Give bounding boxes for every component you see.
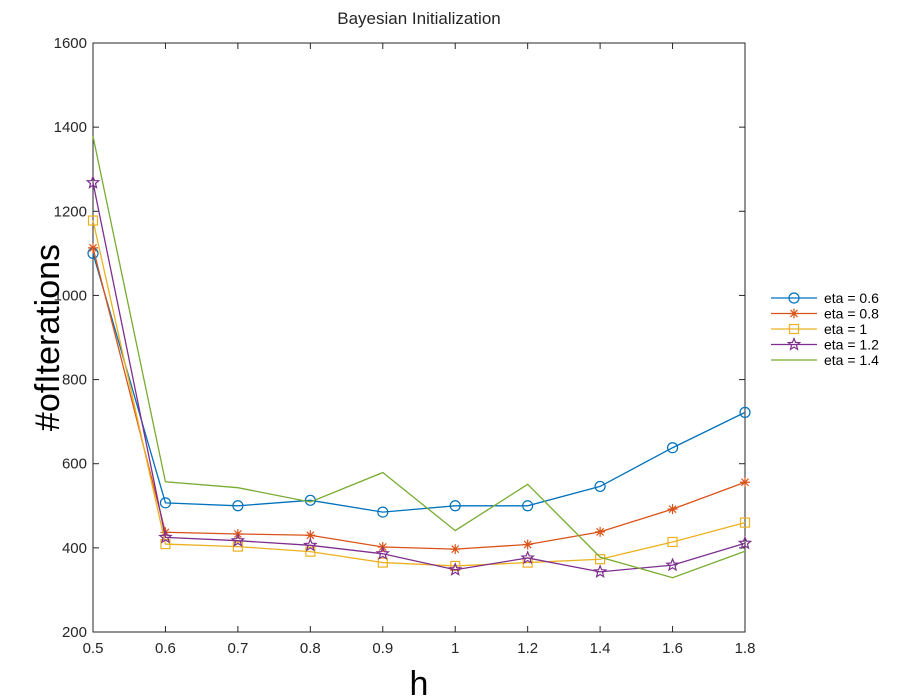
data-point [303,537,318,552]
x-axis: 0.5 0.6 0.7 0.8 0.9 1 1.2 1.4 1.6 1.8 [83,43,756,657]
x-tick-label: 1.2 [517,640,538,657]
data-point [666,442,679,454]
data-point [667,536,678,548]
data-point [665,557,680,572]
series [85,175,753,579]
legend-label: eta = 1.2 [824,337,879,353]
data-point [87,215,99,226]
y-tick-label: 800 [62,372,87,389]
data-point [788,292,800,304]
data-point [232,541,243,552]
x-tick-label: 1.8 [735,640,756,657]
data-point [377,557,388,568]
data-point [450,544,461,555]
data-point [230,533,246,547]
plot-area [92,42,746,633]
x-tick-label: 1.6 [662,640,683,657]
x-tick-label: 1 [451,640,459,657]
series-line [92,220,746,567]
data-point [88,242,98,253]
y-tick-label: 400 [62,540,87,557]
series-line [92,182,746,573]
legend-item: eta = 0.6 [771,290,879,306]
data-point [595,554,606,565]
data-point [522,539,533,550]
legend-item: eta = 1.4 [771,352,879,368]
y-tick-label: 600 [62,456,87,473]
data-point [447,562,463,576]
legend-label: eta = 1.4 [824,352,879,368]
data-point [305,530,316,541]
data-point [449,500,461,512]
data-point [739,406,751,418]
chart-title: Bayesian Initialization [337,9,500,28]
y-tick-label: 1200 [54,203,87,220]
y-tick-label: 200 [62,624,87,641]
data-point [788,323,800,335]
x-tick-label: 0.9 [372,640,393,657]
data-point [305,546,316,557]
data-point [592,564,608,579]
data-point [786,336,802,351]
series-line [92,247,746,550]
data-point [594,480,606,493]
x-tick-label: 0.8 [300,640,321,657]
data-point [522,500,534,512]
y-tick-label: 1000 [54,287,87,304]
data-point [158,529,173,544]
legend-label: eta = 0.6 [824,290,879,306]
y-tick-label: 1600 [54,35,87,52]
data-point [667,504,678,515]
data-point [375,546,391,560]
y-tick-label: 1400 [54,119,87,136]
legend-item: eta = 1 [771,321,867,337]
legend-item: eta = 1.2 [771,337,879,353]
legend-item: eta = 0.8 [771,306,879,322]
data-point [450,560,461,572]
data-point [520,550,535,565]
x-tick-label: 1.4 [590,640,611,657]
x-tick-label: 0.6 [155,640,176,657]
data-point [595,526,606,537]
data-point [789,308,799,319]
data-point [739,517,751,528]
data-point [740,477,750,488]
series-line [92,136,746,579]
data-point [737,535,753,550]
x-axis-label: h [410,665,429,700]
legend-label: eta = 0.8 [824,306,879,322]
x-tick-label: 0.7 [227,640,248,657]
legend-label: eta = 1 [824,321,867,337]
data-point [159,497,172,509]
data-point [232,500,244,512]
data-point [377,506,389,518]
y-axis: 200 400 600 800 1000 1200 1400 1600 [54,35,745,641]
series-line [92,253,746,513]
series [92,136,746,579]
series-layer [85,136,753,579]
x-tick-label: 0.5 [83,640,104,657]
y-axis-label: #ofIterations [29,244,67,431]
data-point [85,175,101,189]
